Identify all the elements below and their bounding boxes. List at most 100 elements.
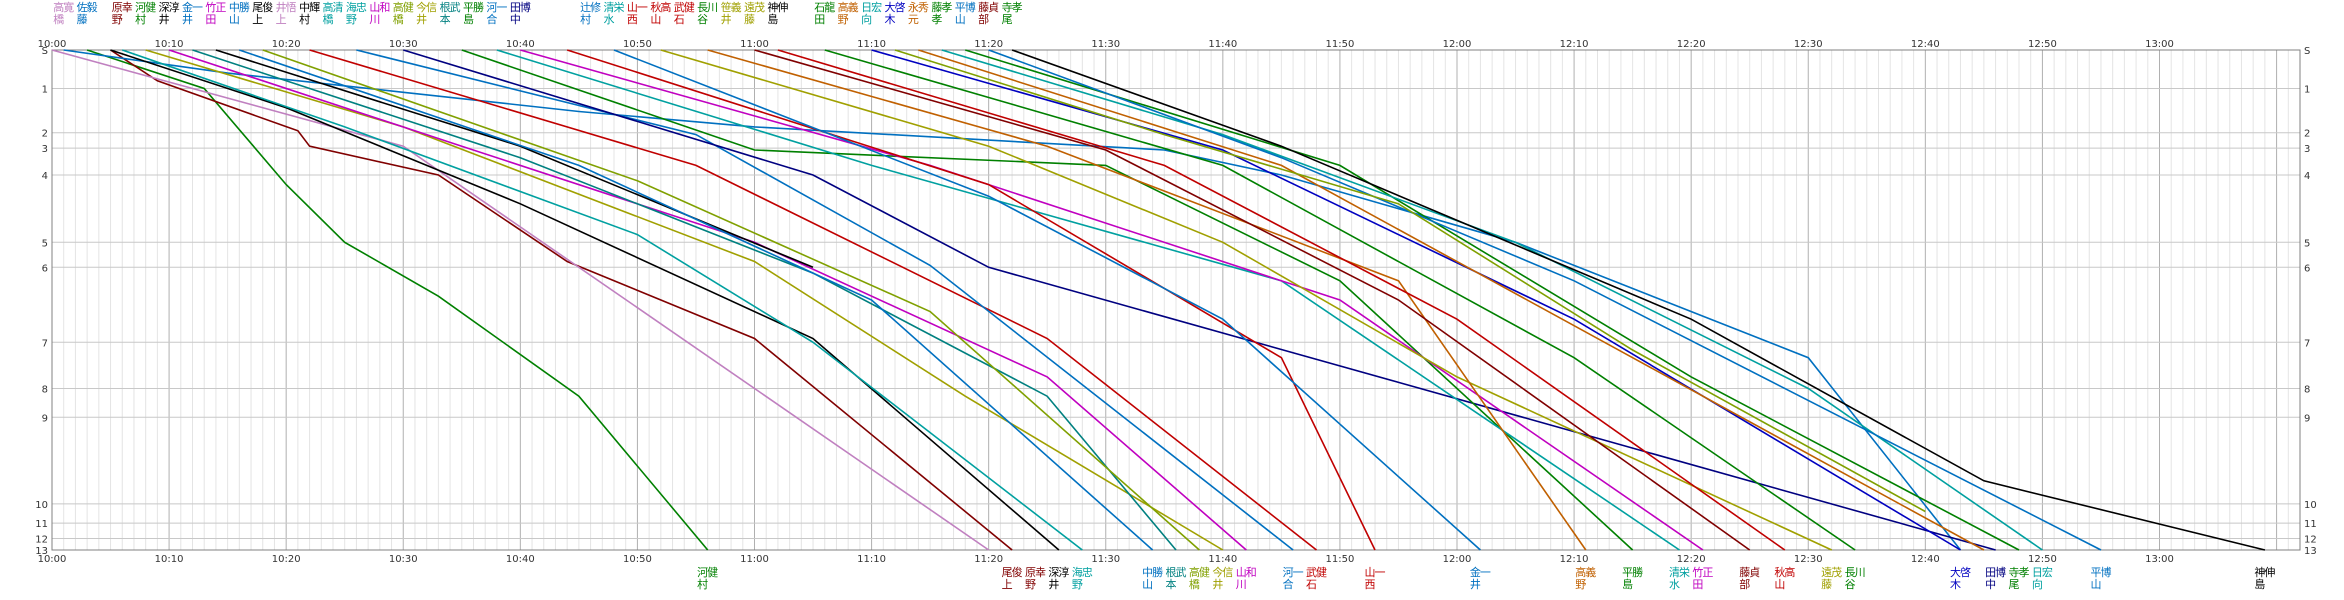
runner-label-bottom: 田 (1985, 566, 1996, 579)
runner-label-bottom: 一 (1293, 566, 1304, 579)
runner-label-top: 悟 (286, 0, 297, 14)
runner-label-top: 高 (660, 0, 671, 14)
series-line (309, 49, 1317, 551)
runner-label-top: 健 (403, 1, 414, 14)
runner-label-top: 井 (721, 12, 732, 26)
runner-label-bottom: 神 (2254, 565, 2265, 579)
runner-label-top: 山 (627, 1, 638, 14)
runner-label-bottom: 寺 (2009, 566, 2020, 579)
series-line (941, 49, 2043, 551)
runner-label-bottom: 金 (1470, 565, 1481, 579)
runner-label-top: 中 (229, 1, 240, 14)
runner-label-top: 藤 (77, 13, 88, 26)
x-tick-label-top: 12:20 (1677, 39, 1706, 50)
runner-label-bottom: 茂 (1831, 565, 1842, 579)
runner-label-top: 部 (978, 12, 989, 26)
y-tick-label-left: 4 (42, 171, 48, 182)
series-line (110, 49, 1013, 551)
x-tick-label-top: 12:10 (1560, 39, 1589, 50)
runner-label-top: 村 (135, 12, 146, 26)
runner-label-top: 武 (450, 1, 461, 14)
runner-label-bottom: 今 (1212, 565, 1223, 579)
series-lines (51, 49, 2266, 551)
x-tick-label-top: 13:00 (2145, 39, 2174, 50)
y-tick-label-right: 7 (2304, 338, 2310, 349)
runner-label-bottom: 孝 (2019, 566, 2030, 579)
runner-label-bottom: 高 (1189, 565, 1200, 579)
runner-label-top: 武 (674, 1, 685, 14)
runner-label-top: 野 (838, 13, 849, 26)
x-tick-label-bottom: 11:20 (974, 554, 1003, 565)
runner-label-top: 藤 (744, 13, 755, 26)
runner-label-bottom: 上 (1002, 578, 1013, 591)
x-tick-label-top: 12:30 (1794, 39, 1823, 50)
runner-label-top: 永 (908, 0, 919, 14)
runner-label-top: 伸 (777, 1, 788, 14)
runner-label-top: 幸 (122, 1, 133, 14)
runner-label-top: 秀 (918, 1, 929, 14)
series-line (122, 49, 1083, 551)
runner-label-bottom: 島 (1622, 577, 1633, 591)
runner-label-top: 村 (299, 12, 310, 26)
x-tick-label-bottom: 13:00 (2145, 554, 2174, 565)
runner-label-bottom: 島 (2254, 577, 2265, 591)
runner-label-top: 毅 (87, 0, 98, 14)
y-tick-label-right: 2 (2304, 129, 2310, 140)
x-tick-label-bottom: 10:50 (623, 554, 652, 565)
runner-label-top: 寺 (1002, 1, 1013, 14)
runner-label-top: 橋 (53, 12, 64, 26)
series-line (707, 49, 1587, 551)
runner-label-top: 孝 (931, 13, 942, 26)
runner-label-top: 井 (159, 12, 170, 26)
series-line (566, 49, 1376, 551)
series-line (824, 49, 1856, 551)
runner-label-bottom: 健 (707, 566, 718, 579)
runner-label-bottom: 和 (1246, 566, 1257, 579)
x-tick-label-top: 11:30 (1091, 39, 1120, 50)
runner-label-top: 一 (496, 1, 507, 14)
runner-label-bottom: 秋 (1774, 565, 1785, 579)
runner-label-bottom: 宏 (2042, 565, 2053, 579)
runner-label-top: 井 (416, 12, 427, 26)
y-tick-label-left: 10 (35, 500, 48, 511)
runner-label-top: 井 (182, 12, 193, 26)
runner-label-top: 俊 (262, 0, 273, 14)
runner-label-bottom: 淳 (1058, 565, 1069, 579)
runner-label-top: 谷 (697, 13, 708, 26)
y-tick-label-right: 4 (2304, 171, 2310, 182)
runner-label-bottom: 藤 (1821, 578, 1832, 591)
runner-label-bottom: 一 (1480, 566, 1491, 579)
y-tick-label-left: 3 (42, 144, 48, 155)
runner-label-bottom: 竹 (1692, 565, 1703, 579)
runner-label-bottom: 谷 (1845, 578, 1856, 591)
runner-label-top: 本 (440, 12, 451, 26)
y-tick-label-left: 6 (42, 263, 48, 274)
runner-label-top: 竹 (205, 0, 216, 14)
series-line (777, 49, 1786, 551)
runner-label-top: 孝 (941, 1, 952, 14)
runner-label-bottom: 武 (1176, 566, 1187, 579)
runner-label-bottom: 山 (1142, 578, 1153, 591)
runner-label-top: 尾 (1002, 13, 1013, 26)
runner-label-top: 長 (697, 1, 708, 14)
runner-label-top: 村 (580, 12, 591, 26)
runner-label-bottom: 尾 (1002, 566, 1013, 579)
runner-label-top: 辻 (580, 0, 591, 14)
x-tick-label-bottom: 10:40 (506, 554, 535, 565)
runner-label-top: 今 (416, 0, 427, 14)
runner-label-top: 田 (814, 13, 825, 26)
y-tick-label-left: 7 (42, 338, 48, 349)
runner-label-top: 藤 (978, 1, 989, 14)
y-tick-label-right: 6 (2304, 263, 2310, 274)
runner-label-top: 忠 (356, 1, 367, 14)
runner-label-top: 上 (252, 13, 263, 26)
runner-label-top: 島 (767, 12, 778, 26)
runner-label-top: 義 (848, 0, 859, 14)
y-tick-label-right: S (2304, 46, 2310, 57)
y-tick-label-left: 13 (35, 546, 48, 557)
runner-label-top: 田 (510, 1, 521, 14)
runner-label-top: 勝 (239, 0, 250, 14)
runner-label-bottom: 尾 (2009, 578, 2020, 591)
runner-label-top: 淳 (169, 0, 180, 14)
